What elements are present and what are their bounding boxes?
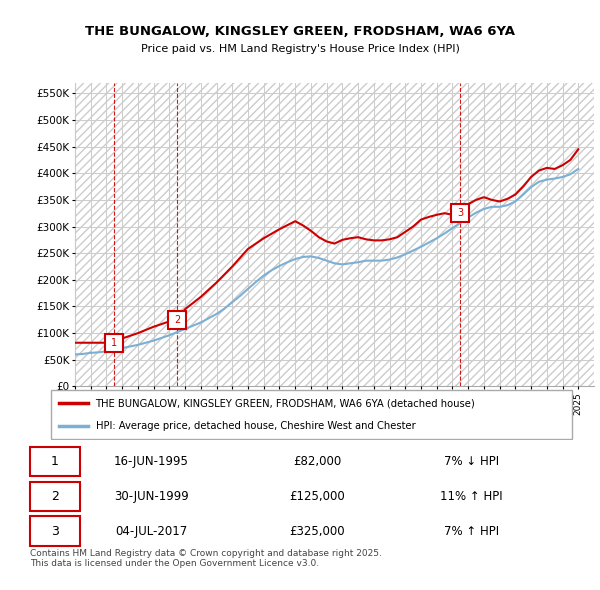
Text: 16-JUN-1995: 16-JUN-1995 — [114, 455, 189, 468]
Text: 7% ↑ HPI: 7% ↑ HPI — [444, 525, 499, 537]
Text: Price paid vs. HM Land Registry's House Price Index (HPI): Price paid vs. HM Land Registry's House … — [140, 44, 460, 54]
Text: THE BUNGALOW, KINGSLEY GREEN, FRODSHAM, WA6 6YA: THE BUNGALOW, KINGSLEY GREEN, FRODSHAM, … — [85, 25, 515, 38]
Text: 1: 1 — [51, 455, 59, 468]
Text: £325,000: £325,000 — [289, 525, 345, 537]
Text: 7% ↓ HPI: 7% ↓ HPI — [444, 455, 499, 468]
Text: 11% ↑ HPI: 11% ↑ HPI — [440, 490, 503, 503]
Text: 3: 3 — [51, 525, 59, 537]
Text: 2: 2 — [51, 490, 59, 503]
Text: THE BUNGALOW, KINGSLEY GREEN, FRODSHAM, WA6 6YA (detached house): THE BUNGALOW, KINGSLEY GREEN, FRODSHAM, … — [95, 398, 475, 408]
Text: 04-JUL-2017: 04-JUL-2017 — [115, 525, 188, 537]
Text: 30-JUN-1999: 30-JUN-1999 — [114, 490, 189, 503]
Text: £82,000: £82,000 — [293, 455, 341, 468]
FancyBboxPatch shape — [30, 447, 80, 477]
Text: 1: 1 — [110, 337, 117, 348]
Text: Contains HM Land Registry data © Crown copyright and database right 2025.
This d: Contains HM Land Registry data © Crown c… — [30, 549, 382, 568]
Text: HPI: Average price, detached house, Cheshire West and Chester: HPI: Average price, detached house, Ches… — [95, 421, 415, 431]
FancyBboxPatch shape — [30, 481, 80, 511]
Text: £125,000: £125,000 — [289, 490, 345, 503]
FancyBboxPatch shape — [30, 516, 80, 546]
FancyBboxPatch shape — [50, 391, 572, 438]
Text: 2: 2 — [174, 315, 181, 325]
Text: 3: 3 — [457, 208, 464, 218]
